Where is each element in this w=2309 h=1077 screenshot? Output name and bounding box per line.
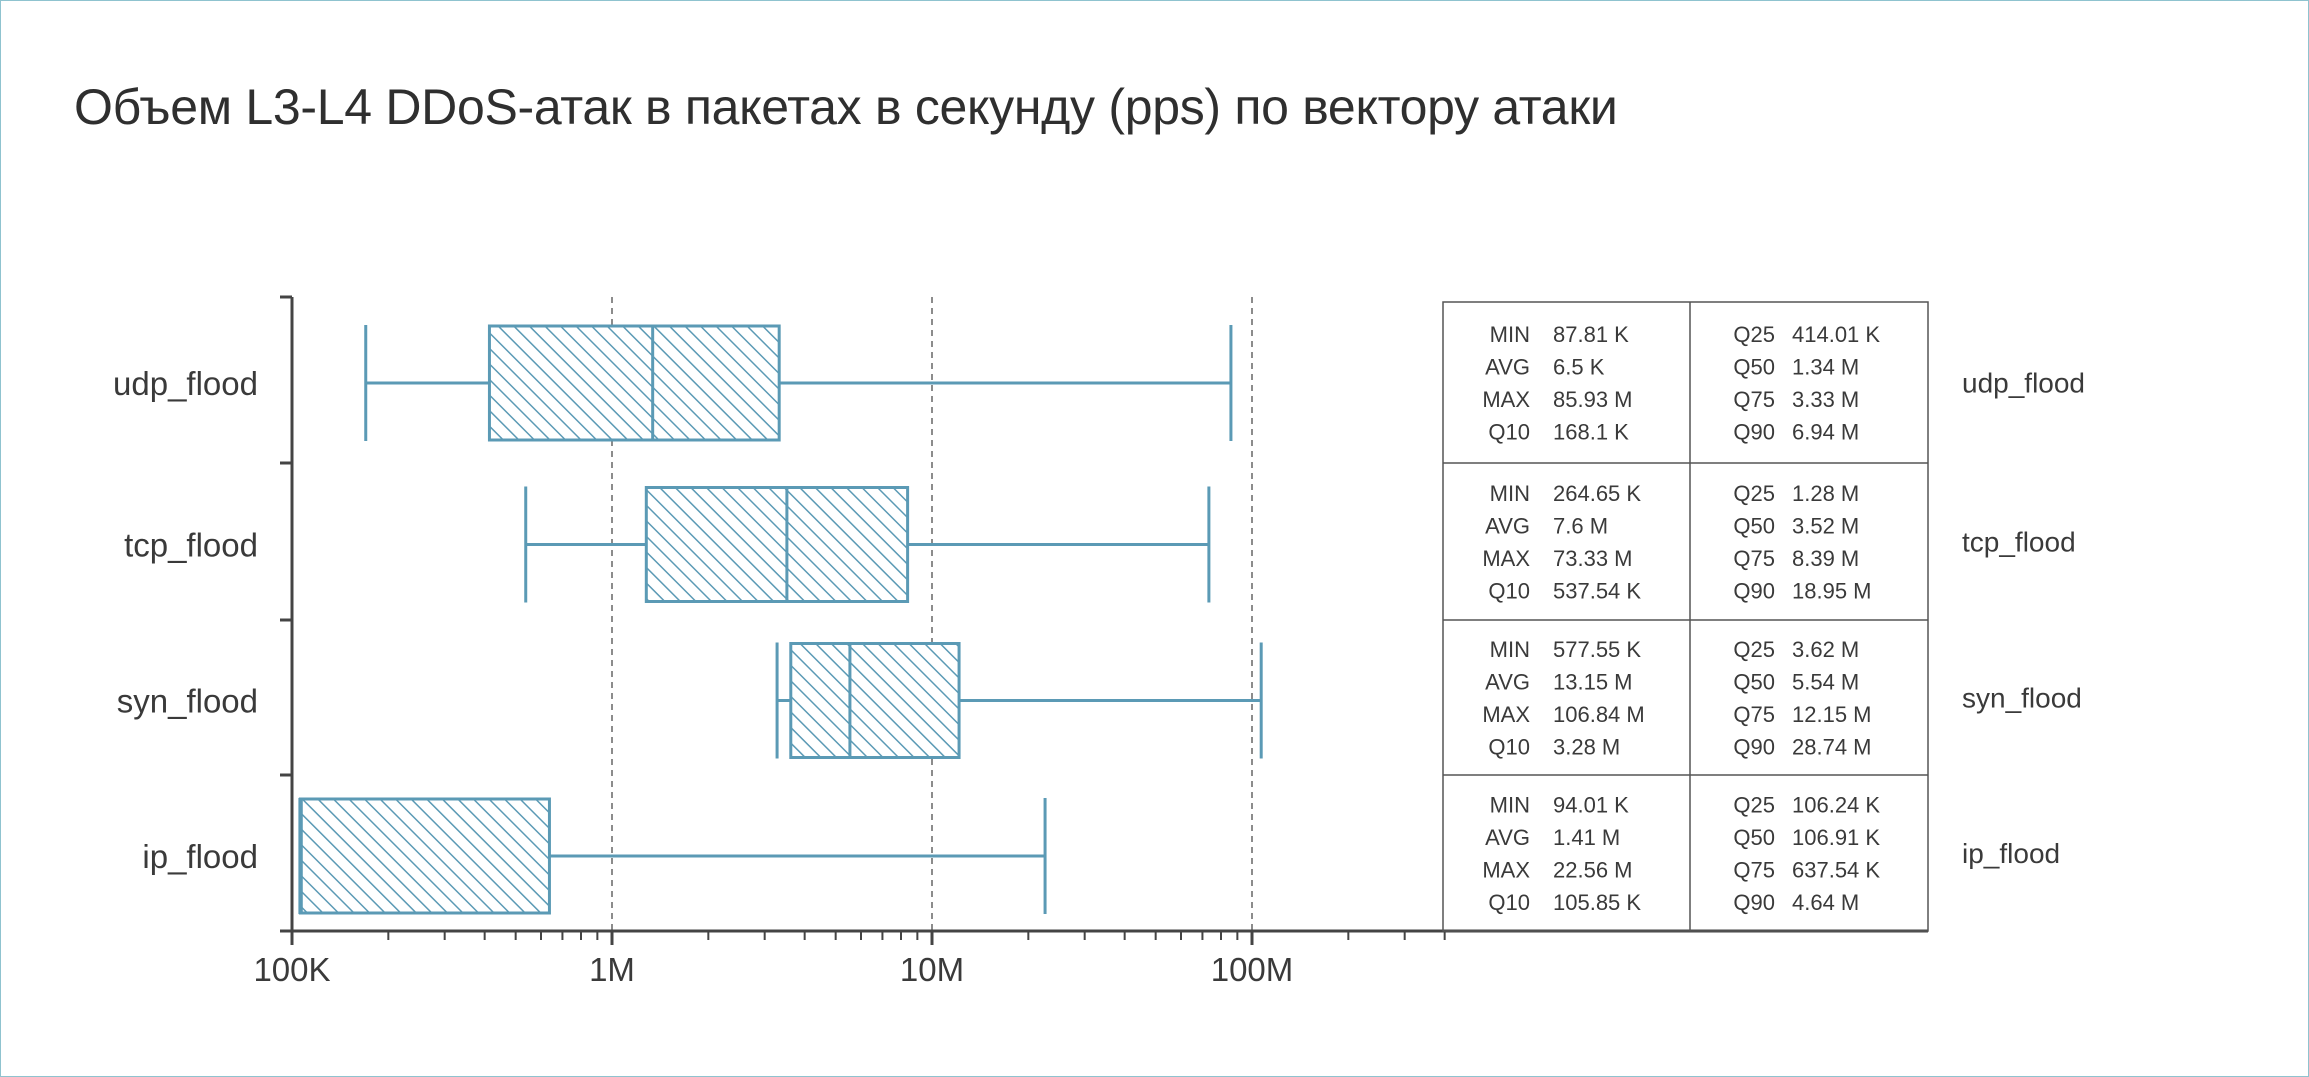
- stat-value: 3.52 M: [1792, 513, 1859, 538]
- stat-value: 3.28 M: [1553, 734, 1620, 759]
- stat-value: 8.39 M: [1792, 546, 1859, 571]
- stat-label: MAX: [1482, 546, 1530, 571]
- stat-label: Q25: [1733, 792, 1775, 817]
- stat-label: Q10: [1488, 419, 1530, 444]
- stat-label: AVG: [1485, 825, 1530, 850]
- stat-value: 12.15 M: [1792, 702, 1872, 727]
- stat-label: MAX: [1482, 857, 1530, 882]
- stat-label: MIN: [1490, 322, 1530, 347]
- category-label: syn_flood: [117, 683, 258, 720]
- stat-value: 7.6 M: [1553, 513, 1608, 538]
- stat-value: 168.1 K: [1553, 419, 1629, 444]
- stat-label: Q10: [1488, 734, 1530, 759]
- stat-label: Q50: [1733, 513, 1775, 538]
- stat-value: 264.65 K: [1553, 481, 1641, 506]
- stat-label: Q90: [1733, 578, 1775, 603]
- stat-value: 105.85 K: [1553, 890, 1641, 915]
- stat-value: 94.01 K: [1553, 792, 1629, 817]
- stat-label: AVG: [1485, 513, 1530, 538]
- iqr-box: [644, 486, 910, 603]
- stat-value: 1.41 M: [1553, 825, 1620, 850]
- iqr-box: [298, 797, 551, 915]
- stat-value: 87.81 K: [1553, 322, 1629, 347]
- box-syn_flood: syn_flood: [117, 642, 1263, 759]
- x-tick-label: 100K: [253, 951, 330, 988]
- stat-label: Q10: [1488, 578, 1530, 603]
- stat-value: 28.74 M: [1792, 734, 1872, 759]
- stat-label: Q90: [1733, 734, 1775, 759]
- x-tick-label: 100M: [1211, 951, 1294, 988]
- stat-value: 85.93 M: [1553, 387, 1633, 412]
- stat-label: Q90: [1733, 890, 1775, 915]
- stat-value: 637.54 K: [1792, 857, 1880, 882]
- x-tick-label: 1M: [589, 951, 635, 988]
- category-label: ip_flood: [142, 838, 258, 875]
- stat-value: 6.5 K: [1553, 354, 1605, 379]
- stat-value: 73.33 M: [1553, 546, 1633, 571]
- stat-value: 537.54 K: [1553, 578, 1641, 603]
- table-row-label: tcp_flood: [1962, 527, 2076, 558]
- box-ip_flood: ip_flood: [142, 797, 1047, 915]
- stat-value: 1.34 M: [1792, 354, 1859, 379]
- stat-label: MAX: [1482, 702, 1530, 727]
- category-label: tcp_flood: [124, 527, 258, 564]
- stat-label: Q50: [1733, 354, 1775, 379]
- stat-value: 106.91 K: [1792, 825, 1880, 850]
- table-row-label: ip_flood: [1962, 838, 2060, 869]
- stat-value: 106.84 M: [1553, 702, 1645, 727]
- stat-label: MAX: [1482, 387, 1530, 412]
- stat-value: 3.62 M: [1792, 637, 1859, 662]
- stat-value: 13.15 M: [1553, 669, 1633, 694]
- stat-label: Q25: [1733, 637, 1775, 662]
- iqr-box: [789, 642, 961, 759]
- box-tcp_flood: tcp_flood: [124, 486, 1211, 603]
- stat-label: Q75: [1733, 546, 1775, 571]
- stat-value: 577.55 K: [1553, 637, 1641, 662]
- stat-label: Q75: [1733, 702, 1775, 727]
- stat-label: AVG: [1485, 354, 1530, 379]
- stat-value: 414.01 K: [1792, 322, 1880, 347]
- stat-value: 106.24 K: [1792, 792, 1880, 817]
- table-row-label: syn_flood: [1962, 683, 2082, 714]
- stat-label: Q75: [1733, 387, 1775, 412]
- table-row-label: udp_flood: [1962, 368, 2085, 399]
- stat-value: 3.33 M: [1792, 387, 1859, 412]
- table-border: [1442, 301, 1929, 932]
- stat-label: Q75: [1733, 857, 1775, 882]
- stat-value: 5.54 M: [1792, 669, 1859, 694]
- stat-label: MIN: [1490, 637, 1530, 662]
- stat-label: Q50: [1733, 669, 1775, 694]
- stat-label: Q25: [1733, 481, 1775, 506]
- stat-value: 18.95 M: [1792, 578, 1872, 603]
- stat-label: Q50: [1733, 825, 1775, 850]
- x-tick-label: 10M: [900, 951, 964, 988]
- category-label: udp_flood: [113, 365, 258, 402]
- chart-title: Объем L3-L4 DDoS-атак в пакетах в секунд…: [74, 79, 1618, 135]
- stat-value: 4.64 M: [1792, 890, 1859, 915]
- stat-label: Q10: [1488, 890, 1530, 915]
- stat-label: Q90: [1733, 419, 1775, 444]
- gridlines: [611, 297, 1253, 931]
- stat-label: Q25: [1733, 322, 1775, 347]
- iqr-box: [487, 324, 781, 442]
- stat-value: 1.28 M: [1792, 481, 1859, 506]
- box-udp_flood: udp_flood: [113, 324, 1233, 442]
- stats-table: MIN 87.81 K AVG 6.5 K MAX 85.93 M Q10 168.1 K Q2…: [1442, 301, 2085, 932]
- stat-value: 22.56 M: [1553, 857, 1633, 882]
- stat-label: MIN: [1490, 481, 1530, 506]
- axes: 100K 1M 10M 100M: [253, 295, 1928, 988]
- stat-label: AVG: [1485, 669, 1530, 694]
- boxes: udp_flood tcp_flood syn_flood ip_flood: [113, 324, 1263, 915]
- stat-value: 6.94 M: [1792, 419, 1859, 444]
- stat-label: MIN: [1490, 792, 1530, 817]
